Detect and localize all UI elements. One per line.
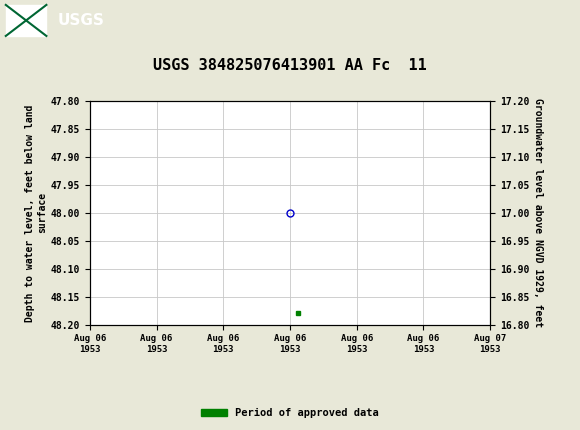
Y-axis label: Depth to water level, feet below land
surface: Depth to water level, feet below land su… <box>25 104 46 322</box>
Text: USGS: USGS <box>58 13 105 28</box>
Text: USGS 384825076413901 AA Fc  11: USGS 384825076413901 AA Fc 11 <box>153 58 427 74</box>
Y-axis label: Groundwater level above NGVD 1929, feet: Groundwater level above NGVD 1929, feet <box>534 98 543 327</box>
Bar <box>6 5 46 36</box>
Legend: Period of approved data: Period of approved data <box>197 404 383 423</box>
